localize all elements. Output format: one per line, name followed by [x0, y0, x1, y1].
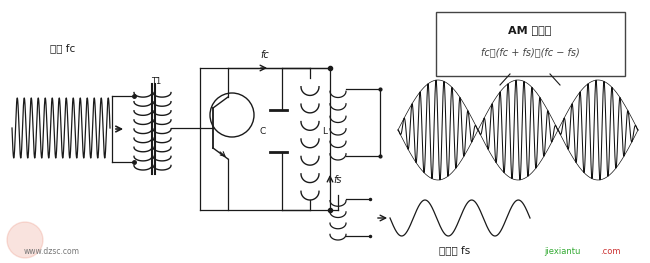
Text: 信号波 fs: 信号波 fs: [439, 245, 471, 255]
Text: fc，(fc + fs)，(fc − fs): fc，(fc + fs)，(fc − fs): [480, 47, 579, 57]
FancyBboxPatch shape: [436, 12, 625, 76]
Text: L: L: [322, 127, 327, 135]
Text: .com: .com: [600, 247, 620, 256]
Text: C: C: [260, 127, 266, 135]
Text: www.dzsc.com: www.dzsc.com: [24, 247, 80, 256]
Text: AM 已调波: AM 已调波: [508, 25, 552, 35]
Text: 载波 fc: 载波 fc: [51, 43, 75, 53]
Text: jiexiantu: jiexiantu: [544, 247, 580, 256]
Circle shape: [7, 222, 43, 258]
Text: fc: fc: [261, 50, 269, 60]
Text: T1: T1: [151, 78, 161, 87]
Text: fs: fs: [333, 175, 341, 185]
